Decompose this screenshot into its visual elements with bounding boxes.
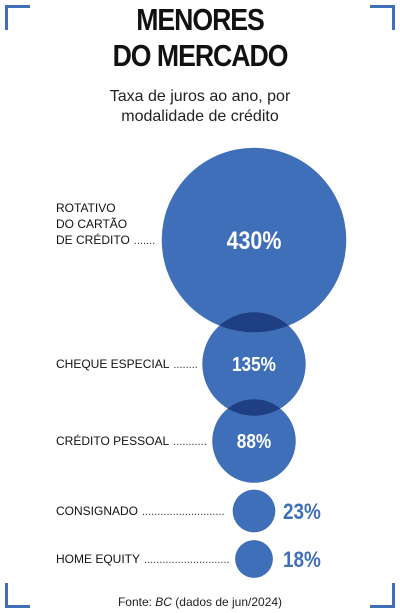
category-label-0-2: DE CRÉDITO [56, 232, 130, 247]
corner-bracket-bottom-right [370, 583, 395, 608]
corner-bracket-bottom-left [5, 583, 30, 608]
value-label-3: 23% [283, 500, 321, 525]
value-label-0: 430% [227, 226, 282, 254]
source-prefix: Fonte: [117, 595, 156, 609]
leader-dots-3: ........................... [142, 506, 225, 518]
corner-bracket-top-left [5, 5, 30, 30]
bubble-2 [212, 399, 296, 483]
bubble-0 [161, 147, 347, 333]
leader-dots-2: ........... [173, 436, 207, 448]
category-label-4-0: HOME EQUITY [56, 552, 140, 566]
bubble-4 [235, 540, 273, 578]
category-label-0-0: ROTATIVO [56, 201, 116, 215]
source-note: Fonte: BC (dados de jun/2024) [0, 595, 400, 609]
chart-subtitle-line-1: Taxa de juros ao ano, por [109, 88, 291, 105]
category-label-3-0: CONSIGNADO [56, 504, 138, 518]
chart-title-line-2: DO MERCADO [112, 38, 289, 73]
source-suffix: (dados de jun/2024) [171, 595, 283, 609]
bubble-1 [202, 312, 306, 416]
leader-dots-4: ............................ [144, 554, 230, 566]
chart-subtitle-line-2: modalidade de crédito [121, 108, 279, 125]
category-label-2-0: CRÉDITO PESSOAL [56, 433, 169, 448]
value-label-2: 88% [237, 430, 272, 453]
value-label-1: 135% [232, 353, 276, 376]
bubble-3 [232, 489, 276, 533]
bubbles [161, 147, 347, 578]
leader-dots-0: ....... [134, 235, 155, 247]
leader-dots-1: ........ [173, 359, 197, 371]
source-name: BC [155, 595, 172, 609]
chart-title: MENORES DO MERCADO [28, 2, 372, 74]
category-label-0-1: DO CARTÃO [56, 217, 127, 231]
category-label-1-0: CHEQUE ESPECIAL [56, 357, 170, 371]
chart-subtitle: Taxa de juros ao ano, por modalidade de … [0, 87, 400, 127]
corner-bracket-top-right [370, 5, 395, 30]
value-label-4: 18% [283, 548, 321, 573]
chart-title-line-1: MENORES [136, 2, 265, 37]
